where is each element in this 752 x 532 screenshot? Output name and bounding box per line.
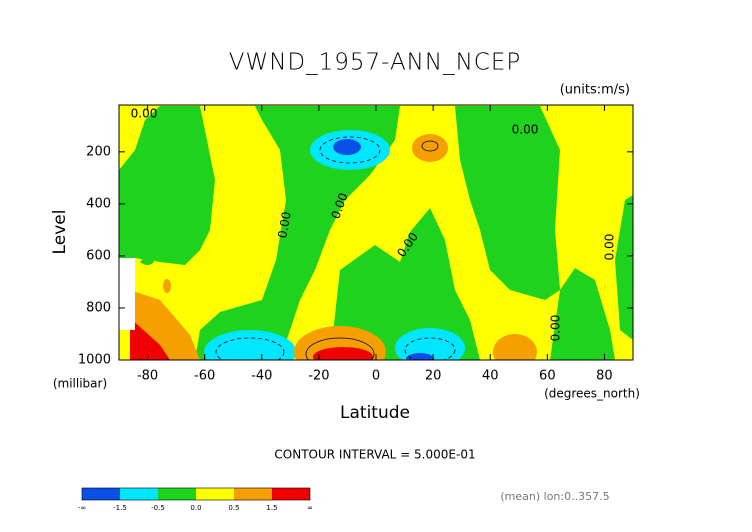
colorbar-swatch: [234, 488, 272, 500]
y-axis-title: Level: [50, 210, 70, 255]
contour-labels: 0.00 0.00 0.00 0.00 0.00 0.00 0.00: [131, 107, 617, 342]
chart-title: VWND_1957-ANN_NCEP: [229, 50, 522, 76]
x-tick-label: 40: [482, 369, 499, 384]
contour-label: 0.00: [549, 315, 563, 342]
colorbar-label: -∞: [78, 504, 86, 512]
x-tick-label: 20: [425, 369, 442, 384]
colorbar-swatch: [158, 488, 196, 500]
y-tick-label: 1000: [78, 353, 111, 368]
colorbar-swatch: [82, 488, 120, 500]
x-tick-label: -80: [137, 369, 158, 384]
x-units: (degrees_north): [544, 387, 640, 401]
colorbar-label: 1.5: [266, 504, 277, 512]
contour-interval: CONTOUR INTERVAL = 5.000E-01: [274, 448, 475, 462]
colorbar-label: ∞: [307, 504, 313, 512]
colorbar-label: -0.5: [151, 504, 165, 512]
y-tick-label: 400: [86, 196, 111, 211]
y-tick-label: 800: [86, 300, 111, 315]
x-tick-label: 80: [596, 369, 613, 384]
colorbar-label: -1.5: [113, 504, 127, 512]
colorbar-frame: [81, 487, 311, 501]
x-tick-label: 60: [539, 369, 556, 384]
contour-label: 0.00: [512, 123, 539, 137]
y-tick-label: 600: [86, 248, 111, 263]
y-units: (millibar): [53, 377, 107, 391]
contour-label: 0.00: [603, 234, 617, 261]
units: (units:m/s): [560, 83, 630, 98]
footer: (mean) lon:0..357.5: [500, 490, 609, 503]
x-tick-label: 0: [372, 369, 380, 384]
x-tick-label: -20: [308, 369, 329, 384]
contour-label: 0.00: [131, 107, 158, 121]
y-tick-label: 200: [86, 144, 111, 159]
x-tick-label: -40: [251, 369, 272, 384]
colorbar-swatch: [196, 488, 234, 500]
colorbar-swatch: [120, 488, 158, 500]
contour-field: [119, 105, 633, 360]
x-axis-title: Latitude: [340, 403, 410, 423]
x-tick-label: -60: [194, 369, 215, 384]
colorbar-label: 0.5: [228, 504, 239, 512]
colorbar-label: 0.0: [190, 504, 201, 512]
colorbar-swatch: [272, 488, 310, 500]
contour-label: 0.00: [275, 211, 293, 240]
